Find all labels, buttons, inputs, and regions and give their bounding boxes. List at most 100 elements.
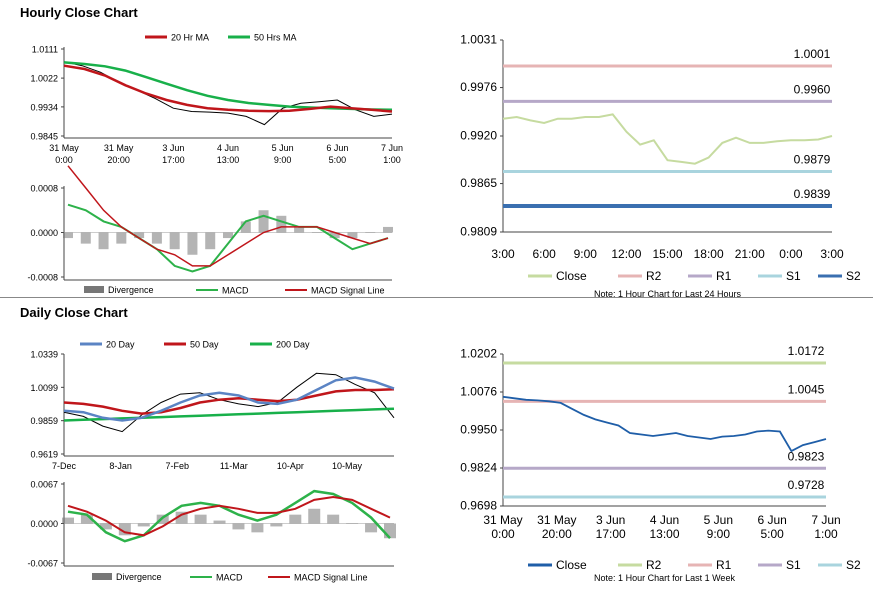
daily-price-x-tick-3: 11-Mar (220, 461, 248, 471)
daily-levels-y-tick-1: 1.0076 (460, 385, 497, 399)
hourly-macd-divergence-bar (311, 232, 322, 233)
hourly-levels-x-tick-2: 9:00 (574, 247, 598, 261)
daily-levels-y-tick-2: 0.9950 (460, 423, 497, 437)
daily-levels-x-tick-4-b: 9:00 (707, 527, 731, 541)
hourly-levels-level-r2-label: 1.0001 (794, 47, 831, 61)
daily-legend-macd-label: MACD (216, 573, 243, 583)
daily-levels-legend-s2-label: S2 (846, 558, 861, 572)
daily-price-x-tick-4: 10-Apr (277, 461, 304, 471)
hourly-macd-divergence-bar (169, 232, 180, 250)
hourly-macd-y-tick-2: -0.0008 (27, 273, 58, 283)
hourly-levels-level-r1-label: 0.9960 (794, 82, 831, 96)
hourly-levels-x-tick-4: 15:00 (652, 247, 682, 261)
daily-macd-divergence-bar (62, 517, 74, 524)
daily-levels-x-tick-1: 31 May (537, 513, 576, 527)
daily-levels-y-tick-3: 0.9824 (460, 461, 497, 475)
hourly-levels-x-tick-5: 18:00 (694, 247, 724, 261)
daily-legend-ma20-label: 20 Day (106, 340, 135, 350)
hourly-legend-macd-label: MACD (222, 286, 249, 296)
daily-price-close-line (63, 372, 395, 433)
daily-macd-y-tick-1: 0.0000 (30, 519, 58, 529)
hourly-macd-divergence-bar (258, 210, 269, 233)
daily-levels-legend-s1-label: S1 (786, 558, 801, 572)
daily-macd-divergence-bar (137, 523, 150, 527)
hourly-price-y-tick-1: 1.0022 (30, 74, 58, 84)
daily-macd-y-tick-0: 0.0067 (30, 480, 58, 490)
hourly-macd-signal-line (67, 165, 389, 267)
daily-macd-divergence-bar (270, 523, 283, 527)
hourly-macd-divergence-bar (223, 232, 233, 239)
hourly-macd-y-tick-1: 0.0000 (30, 228, 58, 238)
daily-macd-divergence-bar (232, 523, 245, 530)
hourly-levels-y-tick-1: 0.9976 (460, 80, 497, 94)
hourly-levels-legend-s1-label: S1 (786, 269, 801, 283)
daily-legend-ma50-label: 50 Day (190, 340, 219, 350)
daily-macd-divergence-bar (99, 523, 112, 530)
daily-macd-divergence-bar (365, 523, 378, 533)
hourly-price-x-tick-6-b: 1:00 (383, 155, 401, 165)
daily-macd-macd-line (67, 489, 391, 543)
hourly-levels-close-line (502, 113, 833, 165)
hourly-levels-x-tick-0: 3:00 (491, 247, 515, 261)
daily-levels-y-tick-4: 0.9698 (460, 499, 497, 513)
daily-levels-close-line (502, 395, 827, 453)
daily-macd-y-tick-2: -0.0067 (27, 559, 58, 569)
daily-levels-x-tick-6: 7 Jun (811, 513, 840, 527)
hourly-macd-divergence-bar (205, 232, 216, 250)
hourly-price-x-tick-0: 31 May (49, 143, 79, 153)
hourly-price-x-tick-4: 5 Jun (272, 143, 294, 153)
daily-levels-x-tick-1-b: 20:00 (542, 527, 572, 541)
hourly-price-y-tick-2: 0.9934 (30, 102, 58, 112)
daily-levels-note: Note: 1 Hour Chart for Last 1 Week (594, 573, 735, 583)
daily-price-y-tick-2: 0.9859 (30, 416, 58, 426)
daily-macd-divergence-bar (384, 523, 396, 539)
hourly-price-x-tick-5-b: 5:00 (329, 155, 347, 165)
hourly-price-x-tick-2-b: 17:00 (162, 155, 185, 165)
daily-legend-ma200-label: 200 Day (276, 340, 310, 350)
hourly-levels-legend-r1-label: R1 (716, 269, 732, 283)
hourly-macd-divergence-bar (134, 232, 145, 239)
hourly-macd-divergence-bar (329, 232, 340, 239)
daily-levels-x-tick-3-b: 13:00 (649, 527, 679, 541)
daily-macd-divergence-bar (308, 508, 321, 524)
daily-levels-x-tick-2-b: 17:00 (596, 527, 626, 541)
hourly-levels-level-s2-label: 0.9839 (794, 187, 831, 201)
hourly-price-ma20-line (63, 64, 393, 113)
daily-levels-level-r2-label: 1.0172 (788, 344, 825, 358)
daily-levels-level-s2-label: 0.9728 (788, 478, 825, 492)
section-divider (0, 297, 873, 298)
hourly-levels-x-tick-6: 21:00 (735, 247, 765, 261)
hourly-macd-divergence-bar (383, 226, 393, 233)
hourly-levels-legend-r2-label: R2 (646, 269, 662, 283)
hourly-legend-ma20-label: 20 Hr MA (171, 33, 209, 43)
hourly-levels-y-tick-3: 0.9865 (460, 176, 497, 190)
hourly-price-y-tick-0: 1.0111 (32, 45, 58, 55)
hourly-levels-x-tick-7: 0:00 (779, 247, 803, 261)
daily-macd-divergence-bar (213, 520, 226, 524)
daily-macd-divergence-bar (251, 523, 264, 533)
hourly-levels-level-s1-label: 0.9879 (794, 152, 831, 166)
daily-price-x-tick-2: 7-Feb (165, 461, 189, 471)
hourly-legend-divergence-label: Divergence (108, 285, 154, 295)
hourly-price-y-tick-3: 0.9845 (30, 132, 58, 142)
hourly-section-title: Hourly Close Chart (20, 5, 138, 20)
daily-levels-y-tick-0: 1.0202 (460, 347, 497, 361)
hourly-macd-divergence-bar (365, 232, 376, 233)
daily-levels-legend-r1-label: R1 (716, 558, 732, 572)
hourly-macd-divergence-bar (80, 232, 91, 244)
daily-macd-divergence-bar (118, 523, 131, 536)
hourly-price-x-tick-4-b: 9:00 (274, 155, 292, 165)
hourly-macd-divergence-bar (276, 215, 287, 233)
daily-levels-x-tick-0: 31 May (483, 513, 522, 527)
hourly-macd-divergence-bar (151, 232, 162, 244)
daily-legend-signal-label: MACD Signal Line (294, 573, 368, 583)
daily-section-title: Daily Close Chart (20, 305, 128, 320)
daily-price-y-tick-0: 1.0339 (30, 350, 58, 360)
hourly-macd-divergence-bar (240, 221, 251, 233)
hourly-macd-divergence-bar (347, 232, 358, 239)
daily-macd-divergence-bar (175, 511, 188, 524)
daily-price-y-tick-1: 1.0099 (30, 383, 58, 393)
daily-levels-level-s1-label: 0.9823 (788, 449, 825, 463)
daily-price-ma200-line (63, 407, 395, 422)
